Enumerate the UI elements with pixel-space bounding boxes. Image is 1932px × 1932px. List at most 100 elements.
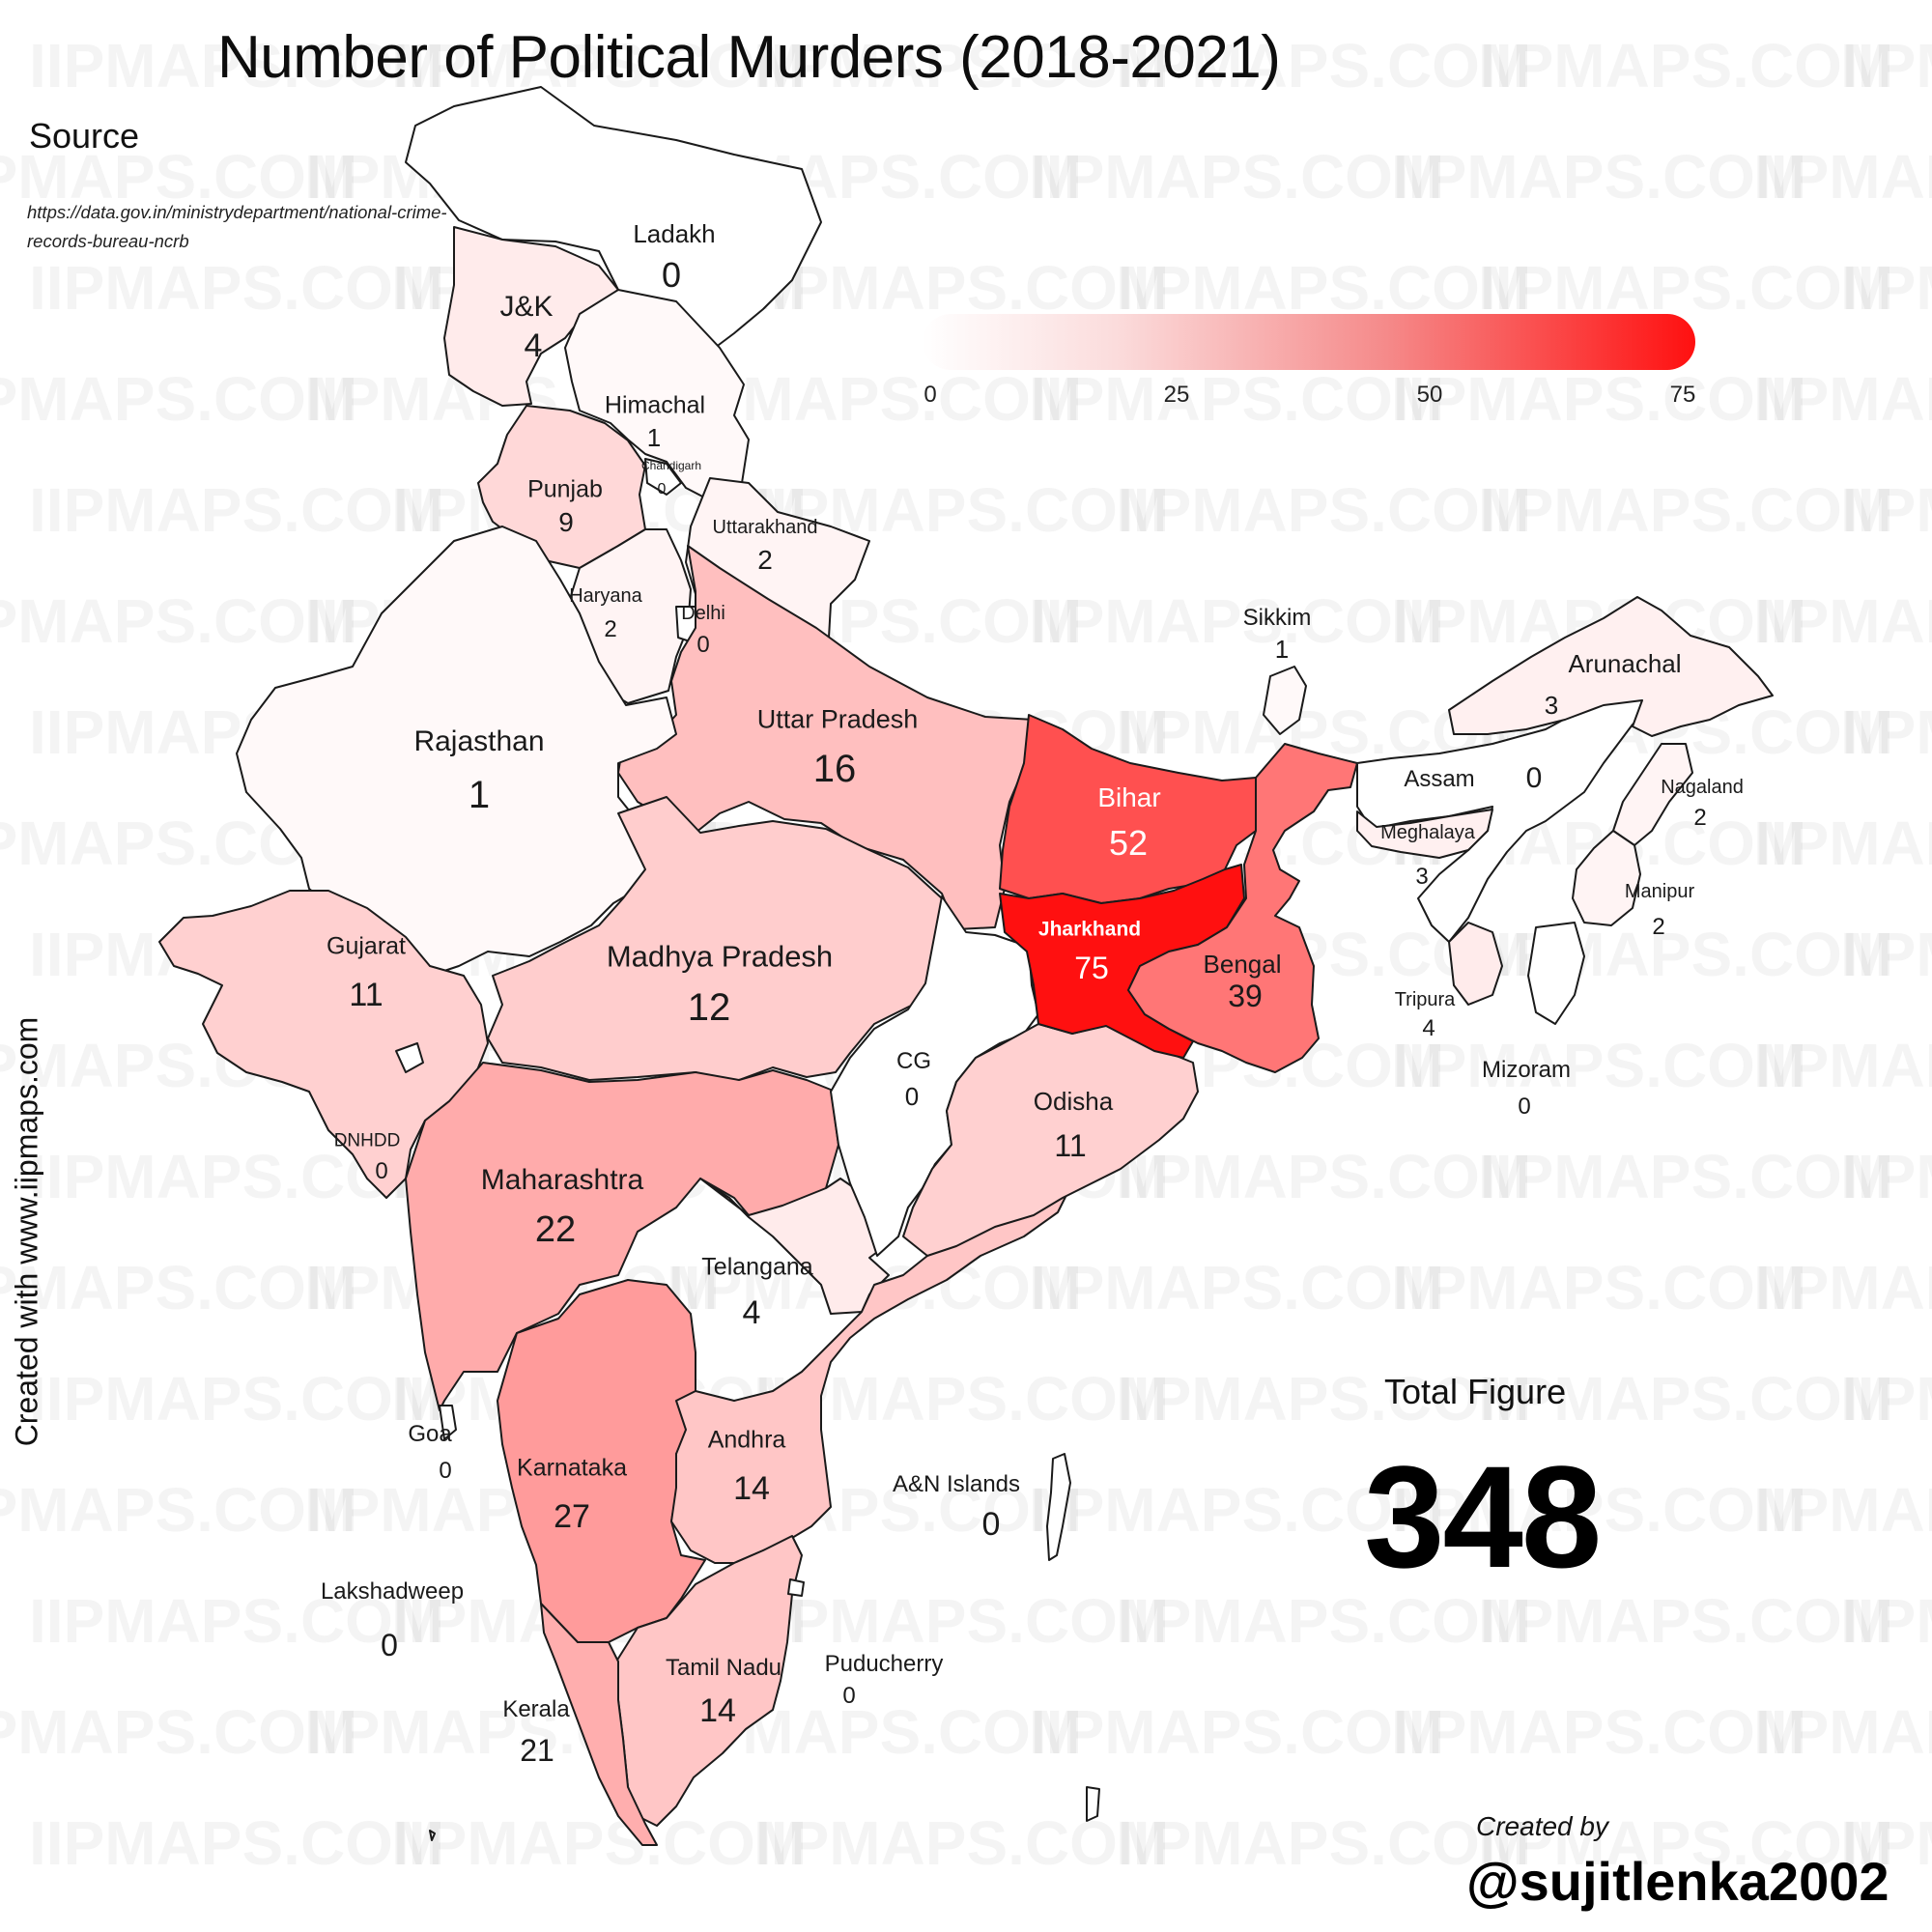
region-value-andhra: 14 xyxy=(733,1470,770,1507)
region-shape-puducherry xyxy=(787,1578,805,1597)
region-name-manipur: Manipur xyxy=(1624,881,1695,902)
region-value-arunachal: 3 xyxy=(1544,691,1559,720)
region-name-puducherry: Puducherry xyxy=(824,1651,944,1677)
region-value-chandigarh: 0 xyxy=(657,481,667,497)
region-value-uttarakhand: 2 xyxy=(757,545,773,575)
region-value-tamil-nadu: 14 xyxy=(699,1692,736,1729)
region-name-gujarat: Gujarat xyxy=(327,932,406,960)
region-value-karnataka: 27 xyxy=(554,1498,590,1535)
region-value-punjab: 9 xyxy=(558,507,574,537)
region-value-uttar-pradesh: 16 xyxy=(812,748,857,790)
region-name-bihar: Bihar xyxy=(1097,782,1161,812)
region-value-dnhdd: 0 xyxy=(375,1158,388,1184)
region-name-jharkhand: Jharkhand xyxy=(1037,918,1142,941)
region-name-lakshadweep: Lakshadweep xyxy=(320,1578,465,1605)
region-value-mizoram: 0 xyxy=(1518,1094,1531,1120)
region-shape-manipur xyxy=(1572,830,1641,926)
region-name-cg: CG xyxy=(896,1048,931,1074)
region-value-nagaland: 2 xyxy=(1693,805,1707,831)
region-shape-meghalaya xyxy=(1356,809,1493,859)
region-shape-nagaland xyxy=(1612,743,1693,846)
region-name-meghalaya: Meghalaya xyxy=(1380,822,1475,843)
region-name-telangana: Telangana xyxy=(701,1253,813,1281)
source-url[interactable]: https://data.gov.in/ministrydepartment/n… xyxy=(27,202,447,251)
region-value-haryana: 2 xyxy=(604,616,617,642)
side-credit: Created with www.iipmaps.com xyxy=(9,1016,44,1447)
region-name-ladakh: Ladakh xyxy=(633,219,716,248)
region-shape-karnataka xyxy=(497,1279,706,1643)
region-name-uttarakhand: Uttarakhand xyxy=(712,517,818,538)
region-name-tamil-nadu: Tamil Nadu xyxy=(665,1655,782,1681)
region-name-goa: Goa xyxy=(408,1421,452,1447)
region-name-jk: J&K xyxy=(499,291,554,323)
region-shape-jk xyxy=(443,226,619,407)
region-name-chandigarh: Chandigarh xyxy=(640,459,702,472)
region-shape-bengal xyxy=(1127,743,1358,1073)
region-shape-arunachal xyxy=(1448,596,1774,737)
region-value-puducherry: 0 xyxy=(842,1683,856,1709)
region-value-lakshadweep: 0 xyxy=(381,1628,398,1662)
region-value-madhya-pradesh: 12 xyxy=(687,986,731,1029)
total-value: 348 xyxy=(1364,1435,1602,1598)
region-name-nagaland: Nagaland xyxy=(1661,777,1744,798)
region-name-himachal: Himachal xyxy=(604,391,706,419)
region-value-cg: 0 xyxy=(904,1082,920,1111)
legend-tick: 25 xyxy=(1163,382,1190,408)
credit-handle: @sujitlenka2002 xyxy=(1466,1851,1889,1912)
region-shape-andhra xyxy=(670,1182,1073,1564)
region-shape-dnhdd xyxy=(395,1042,424,1073)
region-name-assam: Assam xyxy=(1404,766,1475,792)
region-name-andhra: Andhra xyxy=(707,1426,786,1454)
region-name-uttar-pradesh: Uttar Pradesh xyxy=(756,704,919,734)
legend-tick: 0 xyxy=(923,382,937,408)
region-value-rajasthan: 1 xyxy=(468,774,491,816)
region-value-jk: 4 xyxy=(524,327,543,364)
region-name-tripura: Tripura xyxy=(1394,989,1456,1010)
region-name-kerala: Kerala xyxy=(502,1696,570,1722)
region-value-manipur: 2 xyxy=(1652,914,1665,940)
region-value-sikkim: 1 xyxy=(1274,635,1290,664)
region-name-karnataka: Karnataka xyxy=(517,1454,627,1482)
region-shape-rajasthan xyxy=(236,526,677,977)
legend-tick: 75 xyxy=(1669,382,1696,408)
region-value-bihar: 52 xyxy=(1108,823,1149,863)
region-shape-himachal xyxy=(564,289,750,501)
region-value-ladakh: 0 xyxy=(661,255,682,295)
legend-tick: 50 xyxy=(1416,382,1443,408)
region-value-assam: 0 xyxy=(1525,762,1543,794)
region-value-maharashtra: 22 xyxy=(534,1209,577,1250)
region-value-himachal: 1 xyxy=(646,423,662,452)
region-value-delhi: 0 xyxy=(696,632,710,658)
region-shape-telangana xyxy=(699,1178,904,1315)
region-value-jharkhand: 75 xyxy=(1074,951,1109,985)
region-name-punjab: Punjab xyxy=(527,475,603,503)
region-name-sikkim: Sikkim xyxy=(1242,605,1312,631)
region-shape-kerala xyxy=(540,1603,658,1846)
region-shape-goa xyxy=(439,1405,457,1440)
region-name-bengal: Bengal xyxy=(1203,950,1282,979)
region-name-haryana: Haryana xyxy=(569,585,642,607)
source-heading: Source xyxy=(29,116,140,156)
region-shape-an-islands xyxy=(1046,1453,1071,1561)
region-name-arunachal: Arunachal xyxy=(1568,649,1682,678)
region-shape-lakshadweep xyxy=(429,1830,436,1841)
region-value-kerala: 21 xyxy=(520,1733,554,1768)
credit-prefix: Created by xyxy=(1476,1811,1608,1841)
region-name-madhya-pradesh: Madhya Pradesh xyxy=(606,939,834,974)
region-name-an-islands: A&N Islands xyxy=(892,1471,1021,1497)
region-shape-an-islands-south xyxy=(1086,1786,1100,1822)
region-name-dnhdd: DNHDD xyxy=(333,1130,401,1151)
total-heading: Total Figure xyxy=(1384,1372,1567,1411)
region-value-an-islands: 0 xyxy=(981,1506,1001,1543)
region-shape-mizoram xyxy=(1527,922,1585,1025)
region-value-gujarat: 11 xyxy=(349,977,384,1013)
region-name-mizoram: Mizoram xyxy=(1481,1057,1572,1083)
region-name-odisha: Odisha xyxy=(1033,1087,1114,1116)
page-title: Number of Political Murders (2018-2021) xyxy=(217,24,1281,91)
region-shape-gujarat xyxy=(158,890,489,1199)
legend-gradient-bar xyxy=(923,314,1695,370)
region-value-odisha: 11 xyxy=(1054,1128,1087,1163)
region-value-tripura: 4 xyxy=(1422,1015,1435,1041)
region-value-bengal: 39 xyxy=(1228,979,1263,1013)
